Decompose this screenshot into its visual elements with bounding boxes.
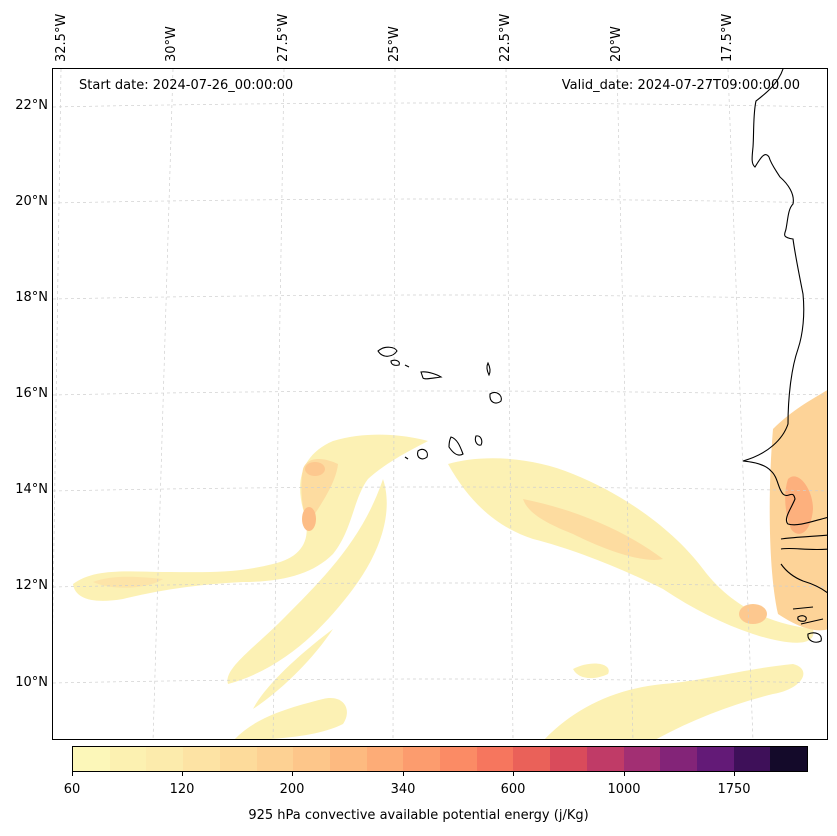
lon-label-32-5w: 32.5°W xyxy=(54,13,69,62)
island-santiago xyxy=(448,436,464,456)
coastal-island-a xyxy=(807,632,822,643)
cape-south-3 xyxy=(573,663,609,679)
colorbar-swatch xyxy=(550,747,587,771)
colorbar-tick-label: 340 xyxy=(390,782,416,797)
cape-core-west-3 xyxy=(302,507,316,531)
lat-label-16n: 16°N xyxy=(15,386,48,401)
colorbar-swatch xyxy=(329,747,367,771)
lat-gridline-20n xyxy=(53,198,827,204)
island-sao-nicolau xyxy=(420,371,443,380)
lat-gridline-22n xyxy=(53,102,827,108)
colorbar-swatch xyxy=(623,747,661,771)
cape-field xyxy=(73,390,827,739)
lat-gridline-16n xyxy=(53,390,827,396)
lon-gridline-22-5w xyxy=(505,69,514,739)
colorbar-swatch xyxy=(660,747,697,771)
colorbar-swatch xyxy=(476,747,514,771)
lon-label-20w: 20°W xyxy=(609,26,624,62)
lon-gridline-17-5w xyxy=(727,69,754,739)
colorbar-tick xyxy=(624,771,625,776)
cape-coast-core xyxy=(785,476,813,534)
colorbar-tick xyxy=(403,771,404,776)
colorbar-tick xyxy=(513,771,514,776)
map-canvas xyxy=(53,69,827,739)
lat-gridline-10n xyxy=(53,678,827,684)
lon-gridline-30w xyxy=(152,69,174,739)
cape-south-1 xyxy=(544,664,804,739)
lon-gridline-20w xyxy=(616,69,634,739)
colorbar-swatch xyxy=(696,747,734,771)
colorbar-tick xyxy=(292,771,293,776)
coastlines xyxy=(377,69,827,643)
colorbar-swatch xyxy=(403,747,441,771)
lat-gridline-14n xyxy=(53,486,827,492)
gridlines xyxy=(53,69,827,739)
cape-core-west-4 xyxy=(305,462,325,476)
colorbar-tick-label: 200 xyxy=(279,782,305,797)
cape-plume-west xyxy=(73,434,428,601)
island-santo-antao xyxy=(377,346,398,357)
colorbar-swatch xyxy=(733,747,771,771)
colorbar-swatch xyxy=(513,747,551,771)
lon-label-22-5w: 22.5°W xyxy=(498,13,513,62)
colorbar-swatch xyxy=(109,747,147,771)
colorbar-tick-label: 60 xyxy=(63,782,81,797)
cape-streak-1 xyxy=(227,479,387,684)
map-area xyxy=(52,68,828,740)
lon-gridline-27-5w xyxy=(272,69,285,739)
guinea-bissau-coast xyxy=(780,563,827,625)
colorbar-swatch xyxy=(146,747,184,771)
island-maio xyxy=(474,435,483,446)
colorbar-tick xyxy=(72,771,73,776)
lat-label-12n: 12°N xyxy=(15,578,48,593)
colorbar-swatch xyxy=(586,747,624,771)
lon-gridline-32-5w xyxy=(53,69,62,631)
valid-date-label: Valid_date: 2024-07-27T09:00:00.00 xyxy=(561,78,800,93)
lat-label-14n: 14°N xyxy=(15,482,48,497)
colorbar-swatch xyxy=(366,747,404,771)
lat-gridline-18n xyxy=(53,294,827,300)
island-santa-luzia xyxy=(404,364,410,368)
colorbar-swatch xyxy=(770,747,808,771)
colorbar-tick-label: 1000 xyxy=(607,782,641,797)
colorbar-swatch xyxy=(256,747,294,771)
island-fogo xyxy=(417,448,428,460)
lon-label-17-5w: 17.5°W xyxy=(720,13,735,62)
colorbar-tick xyxy=(182,771,183,776)
start-date-label: Start date: 2024-07-26_00:00:00 xyxy=(79,78,294,93)
colorbar xyxy=(72,746,808,772)
lat-label-20n: 20°N xyxy=(15,194,48,209)
colorbar-tick-label: 1750 xyxy=(717,782,751,797)
cape-coast-spot xyxy=(739,604,767,624)
lat-gridline-12n xyxy=(53,582,827,588)
colorbar-swatch xyxy=(73,747,110,771)
colorbar-tick xyxy=(734,771,735,776)
colorbar-swatch xyxy=(183,747,220,771)
lat-label-22n: 22°N xyxy=(15,98,48,113)
lon-label-27-5w: 27.5°W xyxy=(276,13,291,62)
island-sal xyxy=(486,361,491,377)
colorbar-swatch xyxy=(219,747,257,771)
colorbar-title: 925 hPa convective available potential e… xyxy=(248,808,589,823)
lat-label-10n: 10°N xyxy=(15,675,48,690)
colorbar-tick-label: 600 xyxy=(500,782,526,797)
lon-label-25w: 25°W xyxy=(387,26,402,62)
island-brava xyxy=(404,456,409,460)
colorbar-swatch xyxy=(440,747,477,771)
gambia-coast xyxy=(780,534,827,551)
africa-coastline xyxy=(742,69,827,526)
colorbar-swatch xyxy=(293,747,330,771)
lon-label-30w: 30°W xyxy=(164,26,179,62)
coastal-island-b xyxy=(797,615,807,622)
lat-label-18n: 18°N xyxy=(15,290,48,305)
cape-south-2 xyxy=(234,698,347,739)
island-sao-vicente xyxy=(390,359,400,366)
island-boa-vista xyxy=(489,392,502,404)
cape-streak-2 xyxy=(253,629,333,709)
colorbar-tick-label: 120 xyxy=(169,782,195,797)
lon-gridline-25w xyxy=(392,69,396,739)
